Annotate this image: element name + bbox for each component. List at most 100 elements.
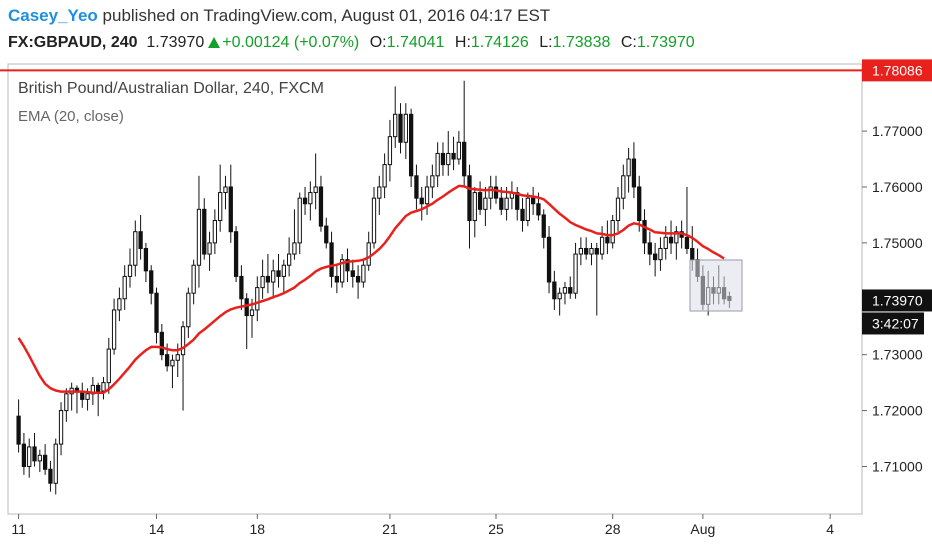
high-value: 1.74126 (470, 34, 529, 51)
candle-body (318, 186, 324, 227)
candle-body (578, 247, 584, 255)
candle-body (233, 231, 239, 277)
candle-body (329, 242, 334, 277)
x-tick-label: 14 (149, 521, 165, 537)
candle-body (488, 186, 493, 199)
y-tick-label: 1.76000 (872, 179, 923, 195)
price-axis[interactable]: 1.710001.720001.730001.740001.750001.760… (862, 123, 932, 474)
candle-body (212, 220, 218, 244)
symbol-title: British Pound/Australian Dollar, 240, FX… (18, 80, 324, 97)
low-value: 1.73838 (552, 34, 611, 51)
horizontal-line[interactable]: 1.78086 (0, 59, 932, 82)
candle-body (451, 152, 456, 160)
candle-body (149, 270, 154, 294)
candle-body (276, 270, 281, 277)
candle-body (403, 113, 408, 143)
candle-body (366, 242, 371, 266)
candle-body (186, 292, 191, 328)
candle-body (350, 270, 355, 277)
candle-body (371, 197, 377, 244)
candle-body (281, 264, 286, 277)
candle-body (483, 197, 488, 210)
candle-body (462, 141, 467, 177)
x-tick-label: 18 (250, 521, 266, 537)
publish-info: Casey_Yeo published on TradingView.com, … (8, 6, 550, 26)
ema-line (17, 184, 725, 394)
candle-body (48, 468, 53, 484)
candle-body (637, 186, 642, 222)
candle-body (334, 275, 340, 283)
candle-body (525, 197, 530, 222)
candle-body (382, 164, 387, 188)
candle-body (615, 197, 621, 222)
candle-body (308, 192, 313, 205)
close-label: C: (620, 34, 637, 51)
candle-body (361, 264, 366, 283)
candle-body (472, 192, 477, 222)
x-tick-label: 11 (11, 521, 26, 537)
candle-body (398, 113, 403, 143)
candle-body (302, 197, 308, 205)
candle-body (520, 208, 525, 222)
candle-body (249, 309, 255, 317)
candle-body (271, 270, 276, 283)
time-axis[interactable]: 11 14 18 21 25 28 Aug 4 (11, 514, 834, 537)
candle-body (668, 236, 674, 244)
candle-body (122, 275, 127, 300)
candle-body (552, 281, 557, 300)
candle-body (573, 253, 578, 294)
bar-countdown: 3:42:07 (872, 315, 919, 331)
candle-body (154, 292, 159, 333)
candle-body (467, 175, 472, 222)
candle-body (196, 208, 202, 266)
quote-line: FX:GBPAUD, 240 1.73970 +0.00124 (+0.07%) … (8, 34, 695, 52)
x-tick-label: 25 (488, 521, 504, 537)
y-tick-label: 1.73000 (872, 347, 923, 363)
candle-body (584, 247, 589, 255)
countdown-bg (862, 312, 924, 335)
candle-body (408, 113, 414, 177)
candle-body (663, 236, 668, 249)
selection-box[interactable] (689, 259, 743, 312)
candle-body (446, 152, 451, 166)
candle-body (16, 415, 21, 445)
y-tick-label: 1.77000 (872, 123, 923, 139)
candle-body (610, 220, 615, 244)
candle-body (170, 359, 175, 367)
candle-body (111, 309, 117, 350)
candle-body (393, 113, 398, 138)
candle-body (159, 331, 164, 356)
candle-body (605, 236, 610, 244)
candle-body (387, 136, 393, 166)
high-label: H: (454, 34, 471, 51)
up-arrow-icon (208, 37, 221, 48)
y-tick-label: 1.71000 (872, 458, 923, 474)
candle-body (377, 186, 382, 199)
candle-body (228, 186, 233, 233)
candle-body (202, 208, 207, 255)
candle-body (239, 275, 244, 300)
candle-body (546, 236, 552, 283)
candle-body (684, 236, 690, 249)
candle-body (180, 326, 186, 356)
candle-body (223, 186, 228, 194)
hline-label-bg (862, 59, 932, 82)
candle-body (106, 348, 111, 384)
candle-body (218, 192, 223, 222)
candle-body (37, 454, 42, 462)
candle-body (85, 393, 90, 400)
candle-body (530, 197, 536, 205)
open-label: O: (369, 34, 387, 51)
candle-body (260, 275, 265, 289)
last-price-tag-bg (862, 289, 932, 312)
candle-body (536, 203, 541, 216)
candle-body (599, 236, 605, 255)
candle-body (175, 354, 180, 361)
publisher-link[interactable]: Casey_Yeo (8, 6, 98, 25)
candle-body (658, 247, 663, 261)
x-tick-label: 28 (605, 521, 621, 537)
candle-body (64, 393, 69, 412)
candle-body (21, 443, 27, 467)
ema-polyline (17, 184, 725, 394)
